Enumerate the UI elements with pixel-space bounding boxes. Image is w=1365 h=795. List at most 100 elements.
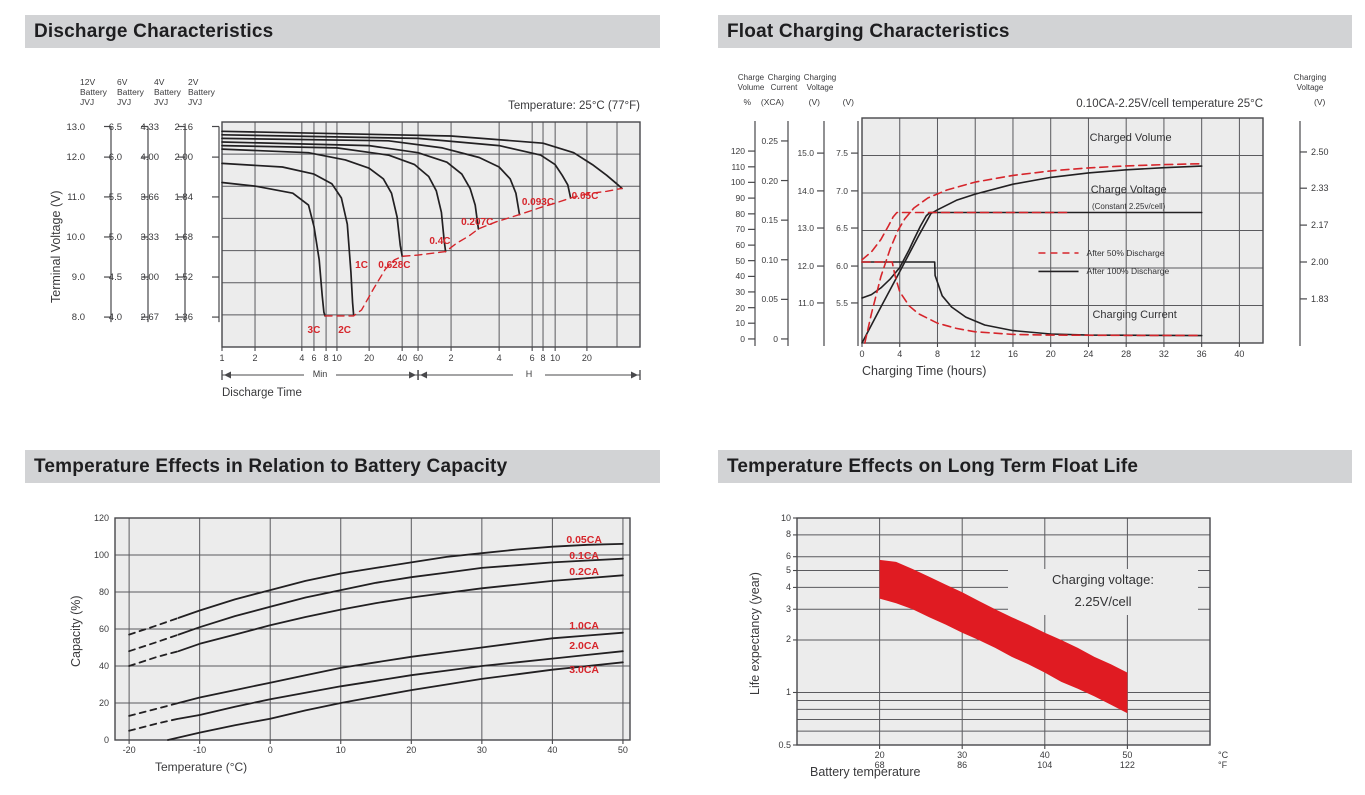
axis-value: 70 <box>735 224 745 235</box>
y-tick-label: 80 <box>98 587 109 597</box>
x-axis-title: Charging Time (hours) <box>862 364 987 378</box>
axis-value: 50 <box>735 255 745 266</box>
axis-value: 60 <box>735 240 745 251</box>
scale-value: 8.0 <box>71 312 85 324</box>
curve-label-0.1CA: 0.1CA <box>569 549 600 562</box>
x-axis-units: °C °F <box>1218 750 1229 770</box>
x-tick-label: 60 <box>413 353 424 363</box>
y-tick-label: 0 <box>103 735 109 745</box>
curve-charge-voltage-after-50 <box>861 211 1071 261</box>
scale-header-12v: 12V Battery JVJ <box>80 77 107 107</box>
curve-label-0.628C: 0.628C <box>378 259 411 271</box>
scale-value: 2.67 <box>140 312 160 324</box>
x-tick-label: 20 <box>364 353 375 363</box>
temperature-capacity-chart: 0.05CA 0.1CA 0.2CA 1.0CA 2.0CA 3.0CA 0 20 40 60 80… <box>25 450 660 790</box>
curve-3.0CA <box>166 661 624 741</box>
y-axis-title: Terminal Voltage (V) <box>49 190 63 303</box>
x-tick-label: 10 <box>550 353 561 363</box>
scale-header-2v: 2V Battery JVJ <box>188 77 215 107</box>
curve-label-2C: 2C <box>338 325 352 337</box>
scale-value: 1.52 <box>174 272 194 284</box>
section-header-discharge: Discharge Characteristics <box>25 15 660 48</box>
plot-label: (Constant 2.25v/cell) <box>1091 202 1166 212</box>
axis-value: 6.0 <box>836 261 848 272</box>
plot-label: Charged Volume <box>1089 131 1172 144</box>
y-tick-label: 100 <box>93 550 109 560</box>
x-tick-label: 50 122 <box>1119 750 1135 770</box>
axis-value: 12.0 <box>797 261 814 272</box>
y-tick-label: 20 <box>98 698 109 708</box>
axis-value: 0.15 <box>761 215 778 226</box>
span-label-h: H <box>513 369 546 379</box>
curve-label-3.0CA: 3.0CA <box>569 663 600 676</box>
arrow-right-icon <box>409 371 417 379</box>
axis-value: 6.5 <box>836 223 848 234</box>
scale-value: 3.66 <box>140 191 160 203</box>
section-header-float-life: Temperature Effects on Long Term Float L… <box>718 450 1352 483</box>
x-tick-label: 6 <box>311 353 317 363</box>
curve-1C <box>221 148 404 258</box>
axis-value: 80 <box>735 208 745 219</box>
x-tick-label: 12 <box>970 349 981 359</box>
curve-0.2CA-dashed <box>128 650 180 667</box>
axis-unit: (XCA) <box>760 97 784 107</box>
x-tick-label: 1 <box>219 353 225 363</box>
discharge-plot-border <box>221 121 641 348</box>
axis-value: 5.5 <box>836 297 848 308</box>
curve-2C <box>221 162 355 316</box>
axis-value: 100 <box>730 177 745 188</box>
scale-value: 4.00 <box>140 152 160 164</box>
curve-2.0CA-dashed <box>128 717 180 732</box>
x-tick-label: 20 68 <box>874 750 885 770</box>
axis-value-right: 1.83 <box>1311 293 1329 304</box>
scale-header-4v: 4V Battery JVJ <box>154 77 181 107</box>
scale-value: 12.0 <box>66 152 86 164</box>
scale-value: 4.33 <box>140 121 160 133</box>
cutoff-line <box>324 187 623 317</box>
axis-unit-right: (V) <box>1314 97 1326 107</box>
curve-0.1CA-dashed <box>128 633 180 653</box>
scale-value: 5.0 <box>108 231 122 243</box>
axis-value: 40 <box>735 271 745 282</box>
y-tick-label: 4 <box>785 581 791 592</box>
x-tick-label: 32 <box>1158 349 1169 359</box>
curve-charged-volume-after-100 <box>861 165 1203 344</box>
x-axis-title: Temperature (°C) <box>155 760 248 774</box>
axis-value: 13.0 <box>797 223 814 234</box>
y-tick-label: 1 <box>785 686 791 697</box>
x-tick-label: 20 <box>406 745 417 755</box>
axis-value: 20 <box>735 302 745 313</box>
y-tick-label: 10 <box>780 512 791 523</box>
axis-unit: (V) <box>808 97 820 107</box>
x-tick-label: 16 <box>1007 349 1018 359</box>
y-tick-label: 6 <box>785 551 791 562</box>
y-tick-label: 120 <box>93 513 109 523</box>
axis-value: 0.25 <box>761 135 778 146</box>
x-tick-label: 24 <box>1083 349 1094 359</box>
axis-value: 10 <box>735 318 745 329</box>
x-tick-label: -20 <box>122 745 136 755</box>
plot-label: Charging Current <box>1092 308 1177 321</box>
curve-3C <box>221 181 326 317</box>
x-tick-label: 20 <box>1045 349 1056 359</box>
life-canvas <box>793 517 1211 749</box>
axis-unit: (V) <box>842 97 854 107</box>
curve-label-0.4C: 0.4C <box>429 236 451 248</box>
curve-0.093C <box>221 133 572 199</box>
curve-label-0.05C: 0.05C <box>571 190 599 202</box>
scale-value: 2.16 <box>174 121 194 133</box>
y-tick-label: 3 <box>785 603 791 614</box>
y-tick-label: 8 <box>785 529 791 540</box>
x-tick-label: 4 <box>496 353 502 363</box>
y-tick-label: 0.5 <box>778 739 791 750</box>
curve-label-3C: 3C <box>307 325 321 337</box>
x-tick-label: 2 <box>448 353 454 363</box>
float-life-chart: Charging voltage: 2.25V/cell 10 8 6 5 4 3 2 1 0.5… <box>718 450 1358 790</box>
x-tick-label: 40 <box>1234 349 1245 359</box>
arrow-left-icon <box>224 371 231 379</box>
axis-value: 11.0 <box>798 297 814 308</box>
discharge-chart: 12V Battery JVJ 13.0 12.0 11.0 10.0 9.0 8.0 6V … <box>25 15 660 437</box>
axis-value: 30 <box>735 286 745 297</box>
float-canvas <box>748 117 1307 347</box>
scale-value: 3.00 <box>140 272 160 284</box>
